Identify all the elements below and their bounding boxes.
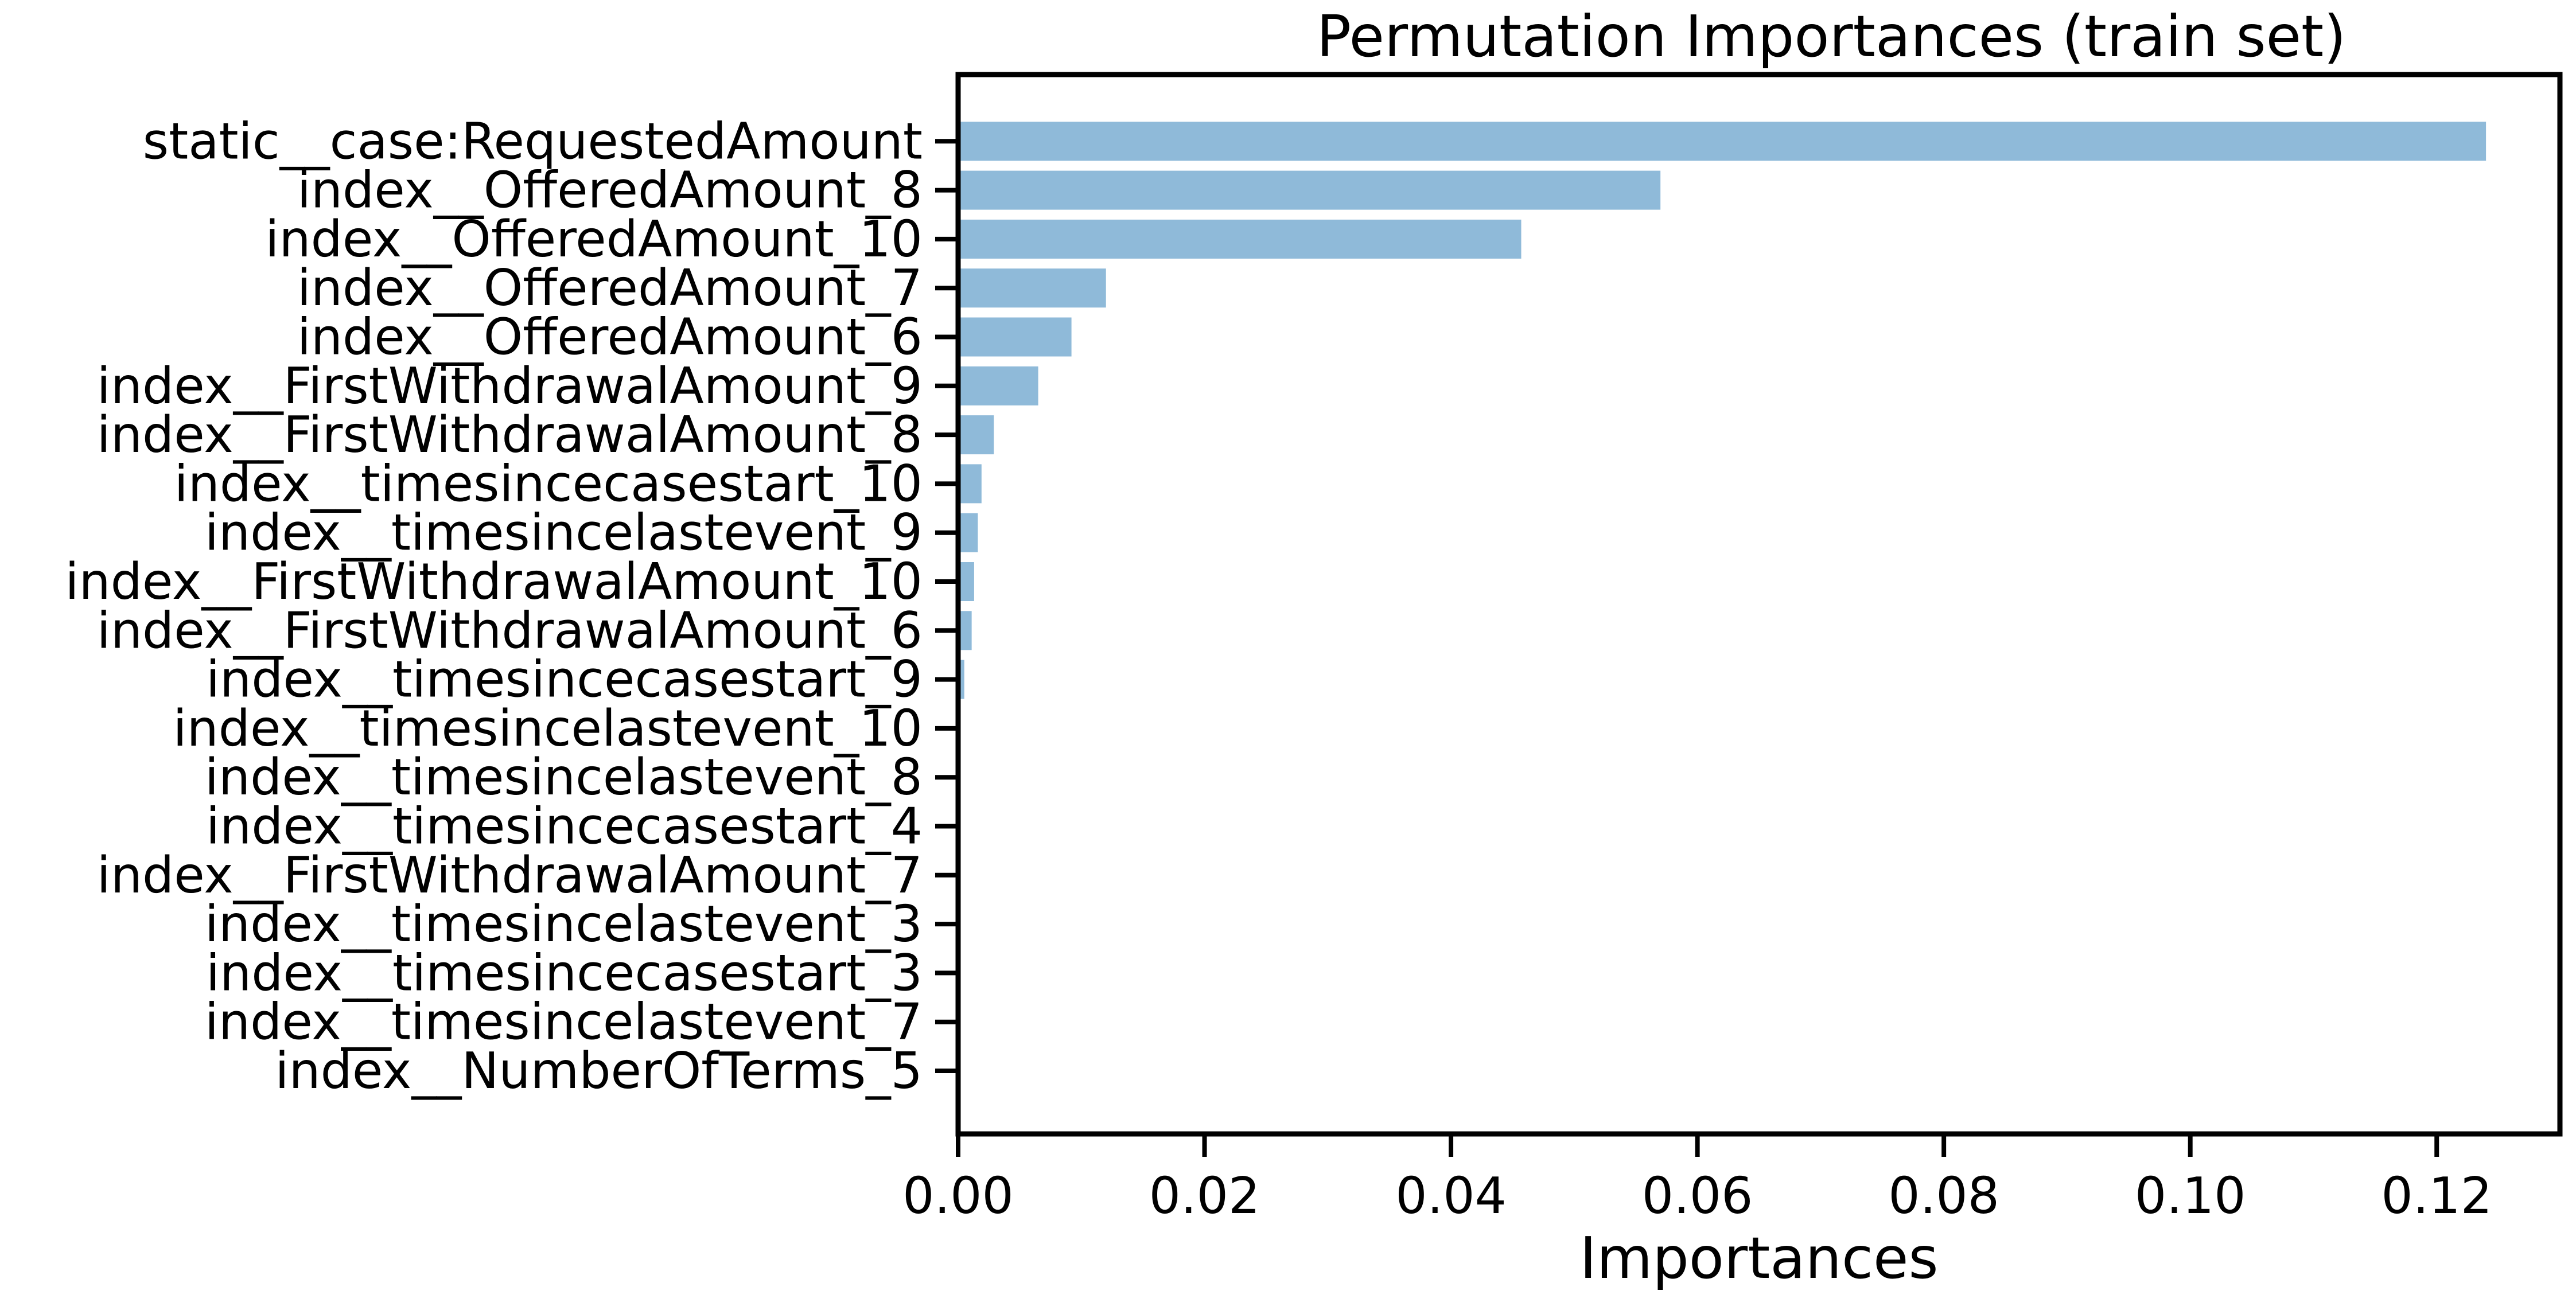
y-tick-label: index__timesincelastevent_10 — [173, 699, 923, 758]
y-tick-label: index__OfferedAmount_7 — [297, 259, 923, 317]
x-axis-ticks: 0.00 0.02 0.04 0.06 0.08 0.10 0.12 — [902, 1134, 2492, 1225]
y-tick-label: index__FirstWithdrawalAmount_8 — [97, 406, 923, 464]
bar — [958, 268, 1106, 308]
y-tick-label: index__OfferedAmount_10 — [265, 210, 923, 268]
x-tick-label: 0.08 — [1888, 1167, 1999, 1225]
y-tick-label: index__timesincecasestart_4 — [206, 797, 923, 856]
bar — [958, 513, 978, 552]
x-tick-label: 0.10 — [2135, 1167, 2246, 1225]
y-tick-label: index__timesincecasestart_9 — [206, 650, 923, 709]
y-tick-label: index__FirstWithdrawalAmount_10 — [65, 552, 923, 611]
bar — [958, 415, 994, 455]
x-tick-label: 0.04 — [1395, 1167, 1507, 1225]
y-tick-label: index__timesincecasestart_3 — [206, 944, 923, 1002]
y-tick-label: index__timesincecasestart_10 — [174, 454, 923, 513]
bar — [958, 562, 974, 601]
y-tick-label: index__FirstWithdrawalAmount_6 — [97, 601, 923, 660]
bar — [958, 464, 982, 504]
x-tick-label: 0.02 — [1149, 1167, 1260, 1225]
y-axis-ticks: index__NumberOfTerms_5index__timesincela… — [65, 112, 958, 1100]
y-tick-label: index__FirstWithdrawalAmount_9 — [97, 357, 923, 415]
bar — [958, 366, 1038, 406]
y-tick-label: index__FirstWithdrawalAmount_7 — [97, 846, 923, 905]
y-tick-label: index__timesincelastevent_3 — [205, 895, 923, 953]
y-tick-label: index__OfferedAmount_8 — [297, 161, 923, 220]
y-tick-label: index__timesincelastevent_7 — [205, 993, 923, 1051]
x-tick-label: 0.12 — [2381, 1167, 2492, 1225]
x-axis-title: Importances — [1579, 1225, 1938, 1292]
plot-frame — [955, 72, 2563, 1137]
x-tick-label: 0.06 — [1642, 1167, 1753, 1225]
y-tick-label: static__case:RequestedAmount — [143, 112, 923, 170]
bar — [958, 660, 964, 699]
bar — [958, 170, 1661, 210]
bar — [958, 219, 1522, 259]
y-tick-label: index__OfferedAmount_6 — [297, 308, 923, 367]
x-tick-label: 0.00 — [902, 1167, 1014, 1225]
bar — [958, 122, 2486, 161]
bar — [958, 317, 1072, 357]
y-tick-label: index__timesincelastevent_9 — [205, 504, 923, 562]
chart-title: Permutation Importances (train set) — [1317, 3, 2347, 70]
bars-group — [958, 122, 2486, 699]
y-tick-label: index__timesincelastevent_8 — [205, 748, 923, 806]
y-tick-label: index__NumberOfTerms_5 — [275, 1042, 923, 1100]
bar — [958, 611, 972, 650]
